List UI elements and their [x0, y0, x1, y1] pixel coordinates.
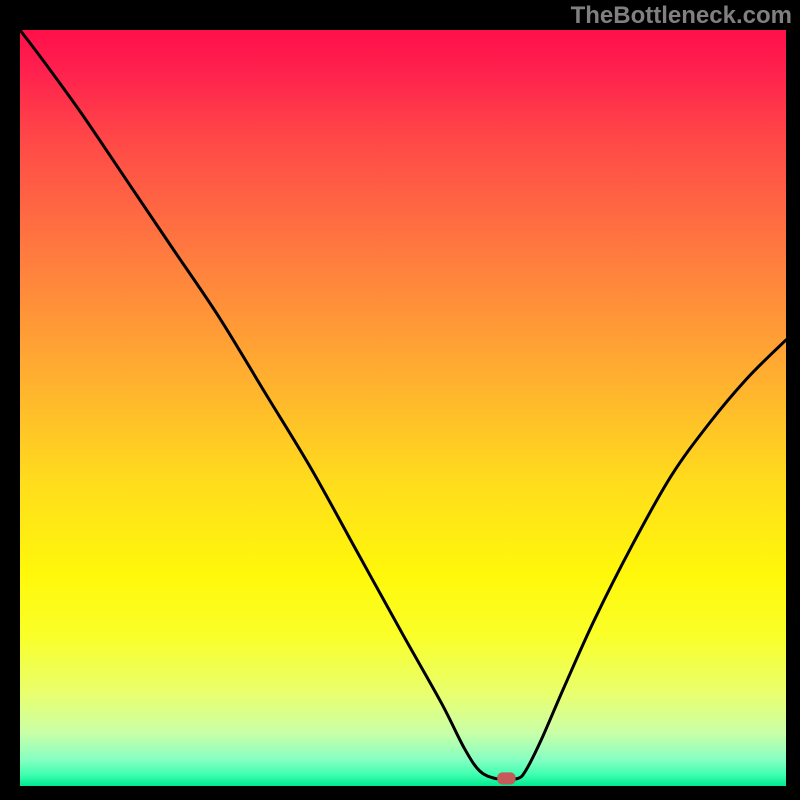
watermark-text: TheBottleneck.com — [571, 2, 792, 30]
gradient-background — [20, 30, 786, 786]
gradient-line-chart — [20, 30, 786, 786]
chart-frame: TheBottleneck.com — [0, 0, 800, 800]
plot-area — [20, 30, 786, 786]
optimal-point-marker — [497, 772, 515, 784]
